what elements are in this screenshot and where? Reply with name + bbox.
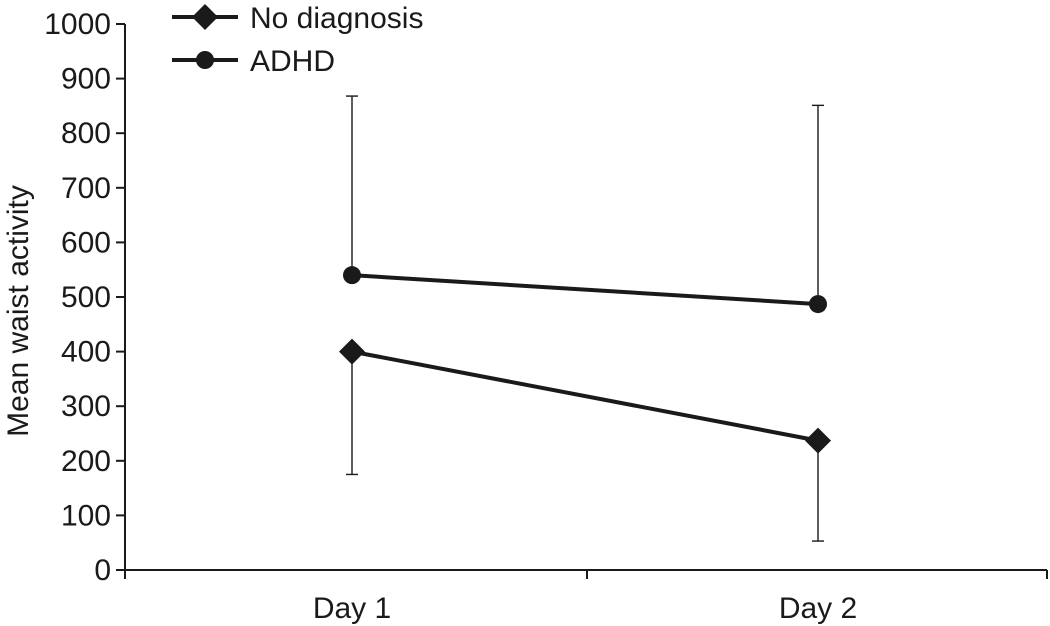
x-tick-labels: Day 1 Day 2 bbox=[313, 592, 857, 625]
y-tick-label: 100 bbox=[61, 499, 111, 532]
series-line-no-diagnosis bbox=[351, 349, 819, 443]
y-tick-labels: 0 100 200 300 400 500 600 700 800 900 1000 bbox=[44, 8, 111, 587]
error-bars bbox=[346, 95, 824, 542]
y-axis-title: Mean waist activity bbox=[2, 185, 35, 437]
legend: No diagnosis ADHD bbox=[172, 2, 423, 78]
y-tick-label: 600 bbox=[61, 226, 111, 259]
diamond-marker bbox=[805, 427, 831, 454]
y-tick-label: 800 bbox=[61, 117, 111, 150]
y-tick-label: 700 bbox=[61, 172, 111, 205]
diamond-marker bbox=[339, 338, 365, 365]
legend-label: ADHD bbox=[250, 45, 335, 78]
legend-label: No diagnosis bbox=[250, 2, 423, 35]
y-tick-label: 1000 bbox=[44, 8, 111, 41]
circle-marker bbox=[809, 295, 827, 314]
x-tick-label: Day 2 bbox=[779, 592, 857, 625]
series-line-adhd bbox=[351, 273, 819, 307]
y-tick-label: 300 bbox=[61, 390, 111, 423]
y-tick-label: 0 bbox=[94, 554, 111, 587]
y-tick-label: 500 bbox=[61, 281, 111, 314]
series-lines bbox=[351, 273, 819, 443]
legend-circle-marker bbox=[196, 51, 214, 69]
y-tick-label: 900 bbox=[61, 63, 111, 96]
y-tick-label: 400 bbox=[61, 336, 111, 369]
legend-diamond-marker bbox=[192, 4, 218, 30]
circle-marker bbox=[343, 266, 361, 285]
x-tick-label: Day 1 bbox=[313, 592, 391, 625]
axes bbox=[116, 23, 1048, 579]
data-markers bbox=[339, 266, 831, 454]
y-tick-label: 200 bbox=[61, 445, 111, 478]
